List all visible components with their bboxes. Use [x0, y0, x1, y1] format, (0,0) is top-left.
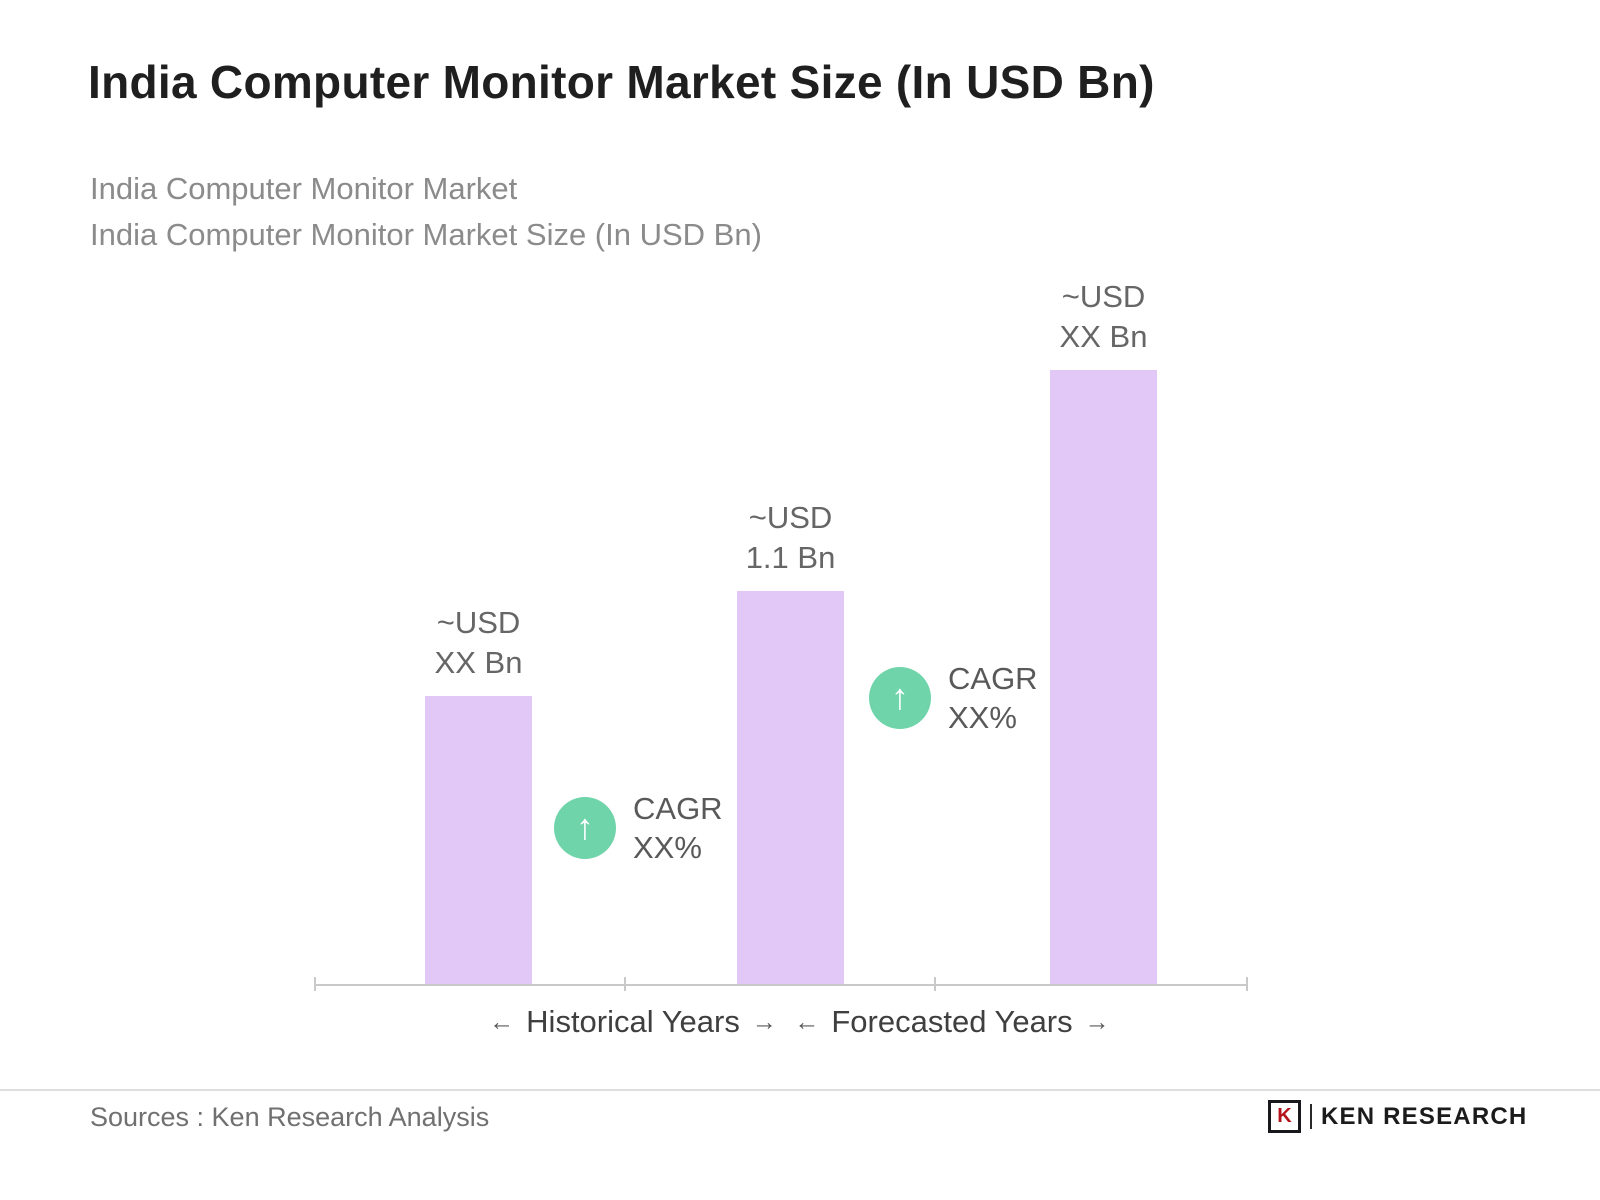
logo-mark-icon: K [1268, 1100, 1301, 1133]
logo-text: KEN RESEARCH [1321, 1102, 1528, 1130]
ken-research-logo: K KEN RESEARCH [1268, 1100, 1527, 1133]
axis-group-label-text: Forecasted Years [831, 1004, 1073, 1039]
cagr-circle: ↑ [869, 667, 931, 729]
logo-separator [1310, 1104, 1312, 1129]
bar-historical [425, 696, 532, 985]
bar-forecast [1050, 370, 1157, 985]
chart-subtitle: India Computer Monitor Market India Comp… [90, 166, 762, 258]
cagr-circle: ↑ [554, 797, 616, 859]
cagr-label: CAGR XX% [948, 661, 1038, 735]
cagr-label: CAGR XX% [633, 791, 723, 865]
axis-group-label-text: Historical Years [526, 1004, 740, 1039]
axis-tick [314, 977, 316, 991]
cagr-badge-1: ↑ CAGR XX% [554, 789, 723, 867]
bar-group-1: ~USD XX Bn [425, 603, 532, 985]
bar-group-2: ~USD 1.1 Bn [737, 498, 844, 985]
left-arrow-icon: ← [794, 1007, 820, 1036]
footer-divider [0, 1089, 1600, 1091]
chart-subtitle-line-2: India Computer Monitor Market Size (In U… [90, 217, 762, 252]
chart-subtitle-line-1: India Computer Monitor Market [90, 171, 518, 206]
axis-group-label-historical: ← Historical Years → [489, 1004, 777, 1040]
bar-value-label: ~USD XX Bn [434, 605, 523, 680]
bar-group-3: ~USD XX Bn [1050, 277, 1157, 985]
axis-group-label-forecasted: ← Forecasted Years → [794, 1004, 1109, 1040]
axis-tick [934, 977, 936, 991]
axis-tick [1246, 977, 1248, 991]
right-arrow-icon: → [1084, 1007, 1110, 1036]
bar-value-label: ~USD 1.1 Bn [745, 500, 836, 575]
page-title: India Computer Monitor Market Size (In U… [88, 56, 1155, 108]
up-arrow-icon: ↑ [891, 676, 909, 717]
axis-tick [624, 977, 626, 991]
left-arrow-icon: ← [489, 1007, 515, 1036]
source-text: Sources : Ken Research Analysis [90, 1102, 490, 1132]
x-axis-line [315, 984, 1248, 986]
bar-current [737, 591, 844, 985]
up-arrow-icon: ↑ [576, 806, 594, 847]
cagr-badge-2: ↑ CAGR XX% [869, 659, 1038, 737]
bar-value-label: ~USD XX Bn [1059, 279, 1148, 354]
right-arrow-icon: → [751, 1007, 777, 1036]
